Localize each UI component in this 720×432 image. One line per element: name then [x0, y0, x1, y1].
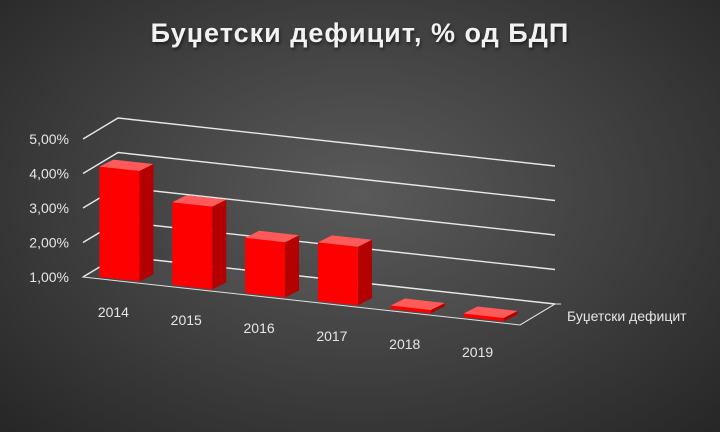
bar [172, 195, 227, 290]
bar-face [357, 239, 372, 306]
bar-face [463, 313, 504, 322]
bar-face [245, 237, 286, 298]
bar-face [245, 230, 300, 243]
y-tick-label: 2,00% [29, 235, 69, 251]
bar [99, 159, 154, 282]
bar-face [139, 164, 154, 282]
y-tick-label: 4,00% [29, 166, 69, 182]
gridline [82, 117, 556, 167]
y-tick-label: 5,00% [29, 131, 69, 147]
bar-face [390, 305, 431, 314]
bar-face [463, 306, 518, 318]
gridline [82, 151, 556, 202]
x-tick-label: 2016 [244, 320, 275, 336]
bar-face [503, 310, 518, 322]
series-label: Буџетски дефицит [567, 308, 687, 324]
bar [390, 298, 445, 314]
bar-face [285, 235, 300, 298]
bar-face [317, 242, 358, 306]
x-tick-label: 2014 [98, 304, 129, 320]
bar-face [430, 302, 445, 314]
gridline [82, 186, 556, 236]
chart-title: Буџетски дефицит, % од БДП [150, 18, 570, 48]
bar-face [99, 166, 140, 282]
bar [317, 235, 372, 306]
x-tick-label: 2019 [462, 344, 493, 360]
bar-face [317, 235, 372, 247]
y-tick-label: 1,00% [29, 269, 69, 285]
series-axis-line [519, 303, 561, 326]
bar-face [212, 199, 227, 290]
bar-face [99, 159, 154, 171]
x-tick-label: 2017 [316, 328, 347, 344]
bar [463, 306, 518, 322]
bar-face [172, 195, 227, 207]
y-tick-label: 3,00% [29, 200, 69, 216]
x-tick-label: 2015 [171, 312, 202, 328]
bar-face [390, 298, 445, 310]
bar [245, 230, 300, 298]
bar-face [172, 202, 213, 290]
x-tick-label: 2018 [389, 336, 420, 352]
